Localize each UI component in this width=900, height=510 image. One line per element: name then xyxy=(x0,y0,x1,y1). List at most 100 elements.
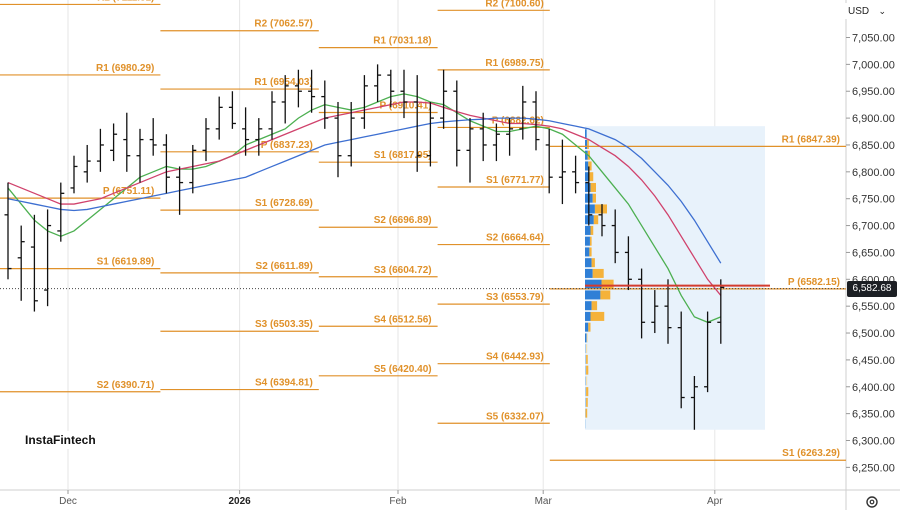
ohlc-bar xyxy=(638,268,646,339)
ohlc-bar xyxy=(717,279,725,344)
volume-profile-bar-blue xyxy=(585,301,592,311)
pivot-level-label: P (6910.41) xyxy=(380,101,432,112)
price-tick-label: 7,050.00 xyxy=(852,33,895,45)
pivot-level-label: S1 (6771.77) xyxy=(486,175,544,186)
pivot-level-label: P (6751.11) xyxy=(103,186,155,197)
ma-line xyxy=(7,117,722,264)
settings-gear-icon[interactable] xyxy=(864,494,880,510)
ohlc-bar xyxy=(664,279,672,344)
volume-profile-bar-yellow xyxy=(590,311,605,321)
pivot-level-label: S1 (6263.29) xyxy=(782,448,840,459)
volume-profile-bar-yellow xyxy=(586,376,588,386)
price-tick-label: 6,400.00 xyxy=(852,382,895,394)
pivot-level-label: S3 (6604.72) xyxy=(374,265,432,276)
volume-profile-bar-blue xyxy=(585,376,587,386)
ohlc-bar xyxy=(215,96,223,140)
pivot-level-label: S5 (6420.40) xyxy=(374,364,432,375)
pivot-level-label: S2 (6611.89) xyxy=(256,261,313,272)
pivot-level-label: P (6837.23) xyxy=(261,140,313,151)
ohlc-bar xyxy=(136,128,144,183)
date-tick-label: Apr xyxy=(707,496,723,507)
time-axis[interactable]: Dec 2026 Feb Mar Apr xyxy=(59,490,723,507)
volume-profile-bar-yellow xyxy=(589,236,592,246)
ohlc-bar xyxy=(585,166,593,226)
ohlc-bar xyxy=(308,69,316,113)
volume-profile-bar-yellow xyxy=(588,161,592,171)
price-tick-label: 6,250.00 xyxy=(852,462,895,474)
ohlc-bar xyxy=(624,236,632,291)
ohlc-bar xyxy=(677,311,685,409)
ohlc-bar xyxy=(70,155,78,194)
pivot-level-label: P (6582.15) xyxy=(788,277,840,288)
ohlc-bar xyxy=(532,91,540,151)
volume-profile-bar-yellow xyxy=(592,268,604,278)
volume-profile-bar-blue xyxy=(585,387,587,397)
date-tick-label: Dec xyxy=(59,496,77,507)
price-tick-label: 6,800.00 xyxy=(852,167,895,179)
currency-selector[interactable]: USD ⌄ xyxy=(844,3,890,19)
ohlc-bar xyxy=(492,123,500,162)
pivot-level-label: S3 (6553.79) xyxy=(486,292,544,303)
ohlc-bars xyxy=(4,64,725,430)
date-tick-label: Feb xyxy=(389,496,407,507)
volume-profile-bar-blue xyxy=(585,139,588,149)
current-price-line xyxy=(0,284,846,290)
ohlc-bar xyxy=(387,69,395,108)
pivot-level-label: R1 (6980.29) xyxy=(96,63,154,74)
volume-profile-bar-blue xyxy=(585,172,590,182)
pivot-level-label: S1 (6728.69) xyxy=(255,198,313,209)
ohlc-bar xyxy=(83,144,91,183)
date-tick-label: Mar xyxy=(535,496,553,507)
pivot-level-label: S1 (6619.89) xyxy=(97,257,155,268)
volume-profile-bar-blue xyxy=(585,290,601,300)
ohlc-bar xyxy=(426,101,434,167)
ohlc-bar xyxy=(176,166,184,215)
pivot-level-label: S2 (6696.89) xyxy=(374,215,432,226)
volume-profile-bar-blue xyxy=(585,344,587,354)
ohlc-bar xyxy=(321,80,329,129)
ohlc-bar xyxy=(162,134,170,194)
ohlc-bar xyxy=(519,85,527,140)
pivot-level-label: S4 (6442.93) xyxy=(486,352,544,363)
volume-profile-bar-blue xyxy=(585,258,592,268)
volume-profile-bar-yellow xyxy=(586,333,588,343)
volume-profile-bar-yellow xyxy=(590,182,596,192)
price-axis[interactable]: 7,050.00 7,000.00 6,950.00 6,900.00 6,850.00… xyxy=(846,33,895,475)
ohlc-bar xyxy=(4,182,12,280)
ohlc-bar xyxy=(545,128,553,194)
pivot-level-label: S5 (6332.07) xyxy=(486,411,544,422)
ohlc-bar xyxy=(598,204,606,237)
pivot-level-label: S2 (6664.64) xyxy=(486,233,544,244)
ohlc-bar xyxy=(123,112,131,172)
volume-profile-bar-yellow xyxy=(586,387,589,397)
volume-profile-bar-blue xyxy=(585,322,589,332)
ohlc-bar xyxy=(440,69,448,129)
date-tick-label: 2026 xyxy=(228,496,251,507)
volume-profile-bar-yellow xyxy=(590,225,594,235)
pivot-level-label: R1 (7031.18) xyxy=(373,36,431,47)
price-tick-label: 6,900.00 xyxy=(852,113,895,125)
price-tick-label: 6,300.00 xyxy=(852,436,895,448)
pivot-level-label: R1 (6989.75) xyxy=(485,58,543,69)
pivot-level-label: S4 (6512.56) xyxy=(374,314,432,325)
price-tick-label: 7,000.00 xyxy=(852,59,895,71)
ohlc-bar xyxy=(558,139,566,205)
price-tick-label: 6,750.00 xyxy=(852,194,895,206)
volume-profile-bar-yellow xyxy=(586,397,588,407)
ohlc-bar xyxy=(242,107,250,156)
ohlc-bar xyxy=(347,101,355,167)
pivot-levels: R2 (7111.51) R1 (6980.29) P (6751.11) S1 (6… xyxy=(0,0,846,461)
currency-label: USD xyxy=(848,5,870,17)
price-tick-label: 6,850.00 xyxy=(852,140,895,152)
pivot-level-label: R2 (7062.57) xyxy=(254,19,312,30)
price-tick-label: 6,700.00 xyxy=(852,221,895,233)
volume-profile xyxy=(585,126,765,430)
ohlc-bar xyxy=(149,118,157,156)
volume-profile-bar-blue xyxy=(585,236,590,246)
ohlc-bar xyxy=(294,69,302,108)
volume-profile-bar-yellow xyxy=(586,365,589,375)
current-price-badge: 6,582.68 xyxy=(847,281,897,297)
ohlc-bar xyxy=(479,112,487,162)
volume-profile-bar-blue xyxy=(585,311,591,321)
